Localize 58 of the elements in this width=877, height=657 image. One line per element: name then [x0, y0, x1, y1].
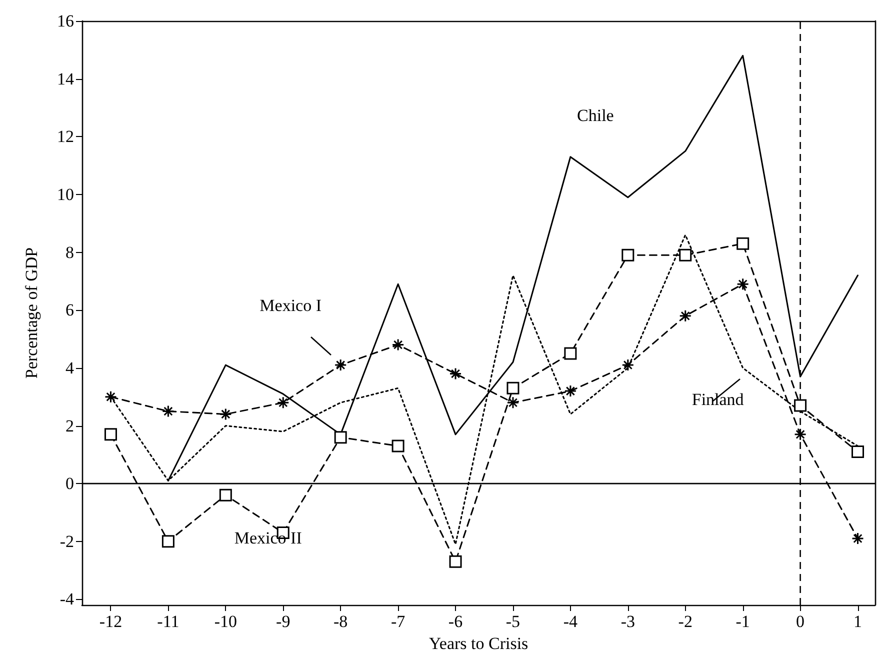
- x-tick-label: -9: [276, 612, 290, 631]
- x-tick-label: 0: [796, 612, 805, 631]
- y-tick-label: 8: [66, 242, 74, 262]
- point: [679, 310, 692, 322]
- point: [852, 532, 864, 545]
- point: [564, 384, 577, 398]
- y-tick-label: 2: [66, 416, 74, 436]
- point: [622, 358, 634, 372]
- point: [794, 428, 807, 441]
- y-axis-title: Percentage of GDP: [22, 247, 41, 379]
- x-tick-label: -3: [620, 612, 635, 631]
- x-tick-label: -1: [736, 612, 750, 631]
- point: [794, 399, 807, 412]
- x-tick-label: -10: [214, 612, 237, 631]
- series-label: Finland: [692, 390, 744, 409]
- point: [219, 488, 232, 502]
- x-tick-label: -2: [678, 612, 692, 631]
- y-tick-label: 4: [66, 358, 74, 378]
- point: [276, 396, 290, 409]
- x-tick-label: -4: [563, 612, 578, 631]
- point: [736, 237, 750, 250]
- point: [449, 555, 462, 568]
- y-tick-label: 12: [57, 127, 74, 146]
- series-label: Mexico II: [234, 528, 302, 548]
- x-tick-label: -6: [448, 612, 463, 631]
- y-tick-label: 14: [57, 69, 74, 88]
- point: [679, 248, 692, 262]
- text: Mexico I: [260, 296, 322, 315]
- x-axis-title: Years to Crisis: [428, 634, 528, 653]
- x-tick-label: 1: [854, 612, 862, 631]
- point: [622, 248, 634, 262]
- y-tick-label: -4: [60, 590, 74, 609]
- point: [736, 278, 750, 290]
- y-tick-label: 10: [57, 184, 74, 204]
- point: [104, 428, 117, 441]
- x-tick-label: -12: [99, 612, 122, 631]
- y-tick-label: 0: [66, 474, 74, 494]
- series-label: Chile: [577, 106, 614, 125]
- y-tick-label: 6: [66, 300, 74, 320]
- point: [219, 408, 232, 420]
- point: [162, 535, 174, 548]
- point: [506, 396, 520, 409]
- y-tick-label: -2: [60, 532, 74, 551]
- x-tick-label: -11: [157, 612, 180, 631]
- point: [449, 367, 462, 380]
- x-tick-label: -7: [390, 612, 406, 631]
- x-tick-label: -8: [334, 612, 348, 631]
- y-tick-label: 16: [57, 12, 74, 30]
- point: [334, 431, 347, 444]
- point: [564, 347, 577, 360]
- point: [392, 338, 404, 352]
- point: [104, 390, 117, 404]
- point: [392, 440, 404, 452]
- point: [334, 358, 347, 372]
- point: [162, 405, 174, 418]
- point: [506, 382, 520, 394]
- point: [852, 446, 864, 458]
- x-tick-label: -5: [506, 612, 520, 631]
